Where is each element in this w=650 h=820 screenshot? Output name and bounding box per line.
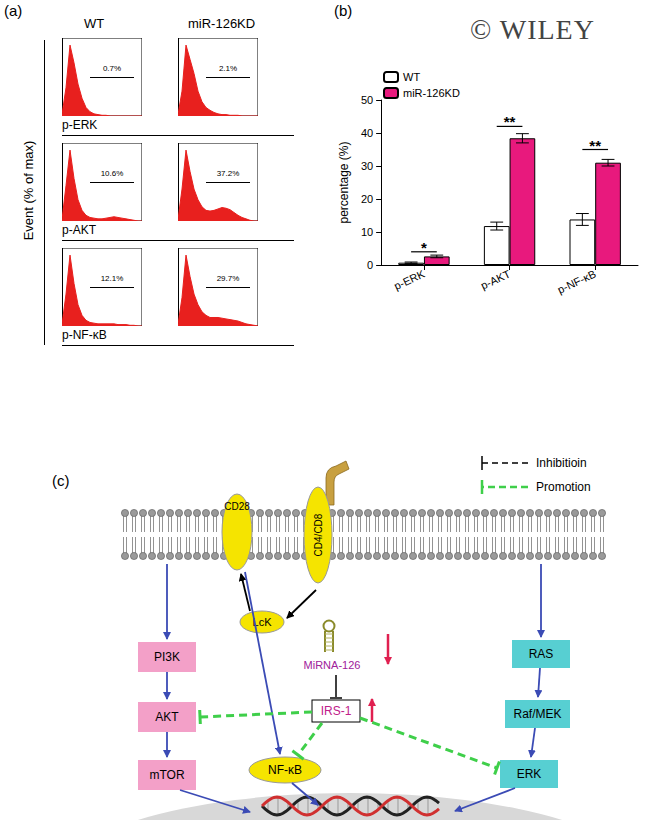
svg-text:**: ** [504,113,516,130]
svg-text:MiRNA-126: MiRNA-126 [304,659,361,671]
svg-text:p-ERK: p-ERK [392,267,427,292]
svg-text:AKT: AKT [155,710,179,724]
html-text:p-NF-κB: p-NF-κB [62,328,107,342]
svg-text:CD4/CD8: CD4/CD8 [313,513,324,556]
html-text:miR-126KD: miR-126KD [188,16,256,31]
svg-text:NF-κB: NF-κB [268,763,302,777]
svg-text:mTOR: mTOR [149,768,184,782]
svg-text:LcK: LcK [252,616,272,628]
svg-text:29.7%: 29.7% [217,274,240,283]
svg-text:20: 20 [361,193,373,205]
html-text:(a): (a) [4,2,23,19]
svg-text:30: 30 [361,160,373,172]
svg-text:p-NF-κB: p-NF-κB [556,268,598,296]
svg-text:Raf/MEK: Raf/MEK [513,707,561,721]
html-text:p-ERK: p-ERK [62,118,98,132]
svg-text:*: * [421,239,427,256]
svg-text:percentage (%): percentage (%) [337,141,351,223]
svg-text:CD28: CD28 [224,501,250,512]
html-text:WT: WT [84,16,105,31]
html-text:(b): (b) [334,2,353,19]
svg-text:2.1%: 2.1% [219,64,237,73]
svg-text:Promotion: Promotion [536,480,591,494]
svg-text:0.7%: 0.7% [103,64,121,73]
svg-text:WT: WT [403,71,420,83]
svg-text:10.6%: 10.6% [101,169,124,178]
svg-text:p-AKT: p-AKT [479,267,513,291]
svg-text:37.2%: 37.2% [217,169,240,178]
svg-text:(c): (c) [52,472,70,489]
html-text:p-AKT: p-AKT [62,223,96,237]
html-text:Event (% of max): Event (% of max) [20,140,36,241]
svg-text:10: 10 [361,226,373,238]
svg-text:RAS: RAS [529,647,554,661]
svg-text:40: 40 [361,127,373,139]
svg-text:IRS-1: IRS-1 [321,704,352,718]
svg-text:50: 50 [361,94,373,106]
svg-text:PI3K: PI3K [154,650,180,664]
svg-text:miR-126KD: miR-126KD [403,87,460,99]
svg-text:ERK: ERK [517,767,542,781]
svg-text:0: 0 [367,259,373,271]
html-text:© WILEY: © WILEY [470,14,595,45]
svg-text:Inhibitioin: Inhibitioin [536,456,587,470]
svg-text:12.1%: 12.1% [101,274,124,283]
svg-text:**: ** [589,137,601,154]
